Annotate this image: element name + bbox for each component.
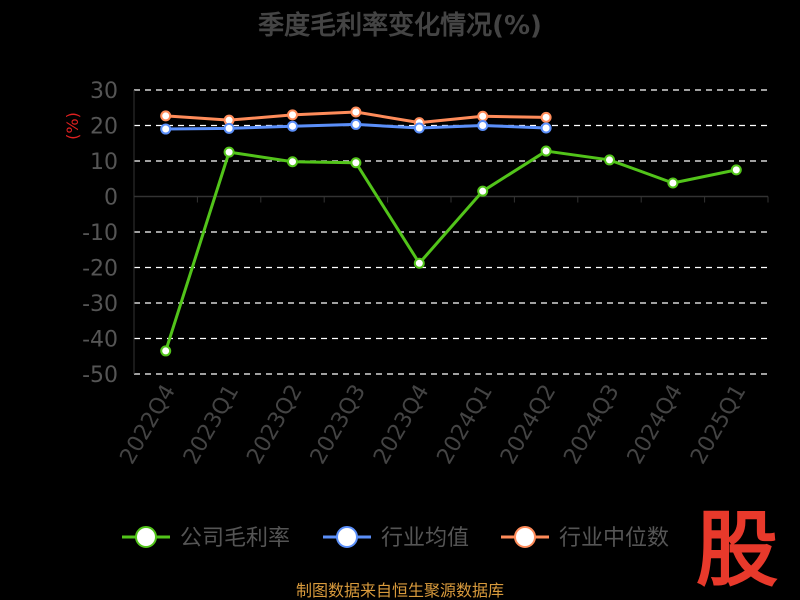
data-point (667, 177, 679, 189)
data-point (477, 110, 489, 122)
source-note: 制图数据来自恒生聚源数据库 (296, 581, 504, 600)
y-tick-label: -30 (82, 292, 118, 317)
logo-text: 股 (696, 503, 778, 598)
x-tick-label: 2023Q1 (179, 381, 244, 469)
data-point (287, 120, 298, 132)
legend-label: 行业均值 (381, 526, 469, 551)
x-tick-label: 2024Q1 (433, 381, 498, 469)
chart-title: 季度毛利率变化情况(%) (258, 10, 542, 41)
y-tick-label: 20 (90, 115, 118, 140)
data-point (413, 257, 425, 269)
data-point (730, 164, 742, 176)
legend-marker (514, 526, 536, 548)
legend-label: 公司毛利率 (180, 526, 290, 551)
data-point (350, 106, 362, 118)
data-point (160, 110, 172, 122)
y-tick-label: -20 (82, 257, 118, 282)
data-point (350, 157, 362, 169)
data-point (540, 122, 552, 134)
y-unit-label: (%) (63, 112, 82, 140)
y-tick-label: 30 (90, 79, 118, 104)
y-axis: 30 20 10 0 -10 -20 -30 -40 -50 (82, 79, 135, 388)
data-point (540, 111, 552, 123)
legend-marker (135, 526, 157, 548)
y-tick-label: 10 (90, 150, 118, 175)
x-tick-label: 2022Q4 (116, 381, 181, 469)
x-tick-label: 2024Q4 (623, 381, 688, 469)
x-tick-label: 2024Q3 (559, 381, 624, 469)
data-point (540, 145, 552, 157)
data-point (477, 185, 489, 197)
x-tick-label: 2024Q2 (496, 381, 561, 469)
x-tick-label: 2025Q1 (686, 381, 751, 469)
legend-marker (336, 526, 358, 548)
series-line (164, 149, 737, 352)
data-point (350, 118, 362, 130)
y-tick-label: -50 (82, 363, 118, 388)
data-point (477, 120, 489, 131)
data-point (223, 122, 235, 134)
data-point (160, 345, 172, 357)
data-point (160, 123, 172, 135)
data-point (413, 122, 425, 134)
data-point (223, 146, 235, 158)
y-tick-label: -40 (82, 328, 118, 353)
data-point (604, 154, 615, 166)
x-tick-label: 2023Q4 (369, 381, 434, 469)
x-tick-label: 2023Q3 (306, 381, 371, 469)
data-point (287, 156, 298, 168)
legend: 公司毛利率 行业均值 行业中位数 (122, 526, 669, 551)
series-group (160, 106, 742, 357)
grid (134, 89, 768, 375)
x-tick-label: 2023Q2 (242, 381, 307, 469)
legend-label: 行业中位数 (559, 526, 669, 551)
data-point (287, 109, 298, 121)
y-tick-label: 0 (104, 186, 118, 211)
y-tick-label: -10 (82, 221, 118, 246)
